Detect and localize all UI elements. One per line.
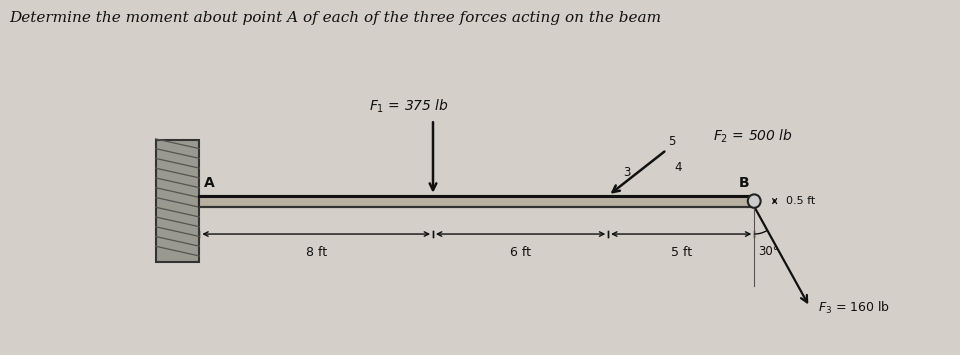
Text: 0.5 ft: 0.5 ft (786, 196, 816, 206)
Text: $F_3$ = 160 lb: $F_3$ = 160 lb (819, 300, 891, 316)
Circle shape (748, 195, 760, 208)
Text: 5 ft: 5 ft (671, 246, 692, 259)
Text: A: A (204, 176, 214, 190)
Text: $F_1$ = 375 lb: $F_1$ = 375 lb (369, 97, 448, 115)
Text: 30°: 30° (758, 245, 780, 258)
Text: 4: 4 (674, 161, 682, 174)
Text: B: B (739, 176, 750, 190)
Text: 5: 5 (668, 135, 676, 148)
Text: 6 ft: 6 ft (510, 246, 531, 259)
Text: $F_2$ = 500 lb: $F_2$ = 500 lb (713, 128, 793, 145)
Text: 8 ft: 8 ft (305, 246, 326, 259)
Bar (156, 140, 200, 262)
Text: Determine the moment about point A of each of the three forces acting on the bea: Determine the moment about point A of ea… (10, 11, 661, 24)
Text: 3: 3 (623, 166, 631, 179)
Bar (200, 196, 755, 207)
